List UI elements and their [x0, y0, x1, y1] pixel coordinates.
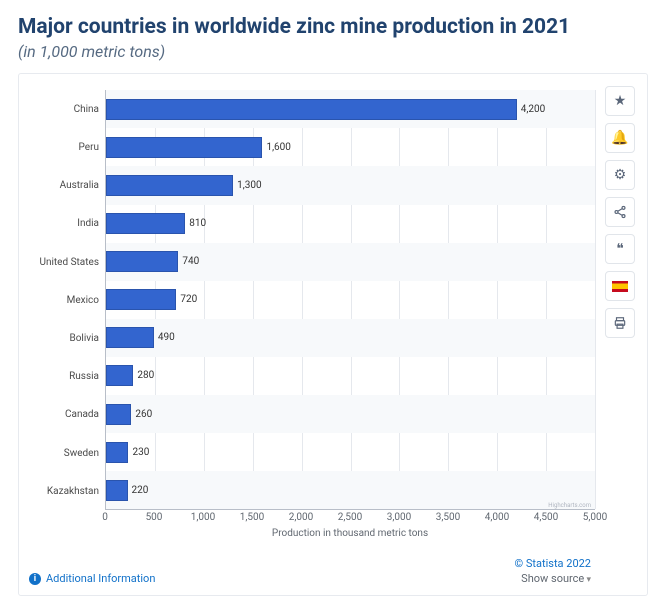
bar-value-label: 230 — [132, 447, 149, 458]
bar-value-label: 1,600 — [266, 142, 290, 153]
y-tick-label: Russia — [25, 358, 105, 396]
highcharts-credit: Highcharts.com — [548, 502, 591, 509]
x-tick-label: 5,000 — [583, 512, 607, 523]
bar-value-label: 720 — [180, 294, 197, 305]
x-tick-label: 4,000 — [485, 512, 509, 523]
y-tick-label: Sweden — [25, 434, 105, 472]
bar-row: 260 — [106, 395, 595, 433]
bar-row: 220 — [106, 471, 595, 509]
favorite-icon[interactable]: ★ — [605, 86, 635, 116]
credit-block: © Statista 2022 Show source — [515, 557, 591, 585]
bar[interactable] — [106, 327, 154, 348]
bar-value-label: 1,300 — [237, 180, 261, 191]
bar[interactable] — [106, 213, 185, 234]
bar-row: 1,600 — [106, 128, 595, 166]
bar[interactable] — [106, 442, 128, 463]
additional-info-label: Additional Information — [46, 572, 155, 585]
x-axis-label: Production in thousand metric tons — [105, 528, 595, 539]
y-tick-label: Canada — [25, 396, 105, 434]
x-tick-label: 500 — [146, 512, 163, 523]
x-tick-label: 2,000 — [289, 512, 313, 523]
y-tick-label: Bolivia — [25, 319, 105, 357]
x-tick-label: 1,500 — [240, 512, 264, 523]
x-tick-label: 1,000 — [191, 512, 215, 523]
y-tick-label: Australia — [25, 167, 105, 205]
y-tick-label: China — [25, 90, 105, 128]
bar[interactable] — [106, 251, 178, 272]
bar[interactable] — [106, 404, 131, 425]
chart-card: ChinaPeruAustraliaIndiaUnited StatesMexi… — [18, 73, 648, 596]
bar[interactable] — [106, 289, 176, 310]
y-tick-label: Peru — [25, 128, 105, 166]
bar[interactable] — [106, 175, 233, 196]
cite-icon[interactable]: ❝ — [605, 234, 635, 264]
bar-value-label: 810 — [189, 218, 206, 229]
plot-region: 4,2001,6001,300810740720490280260230220 … — [105, 90, 595, 510]
x-tick-label: 0 — [102, 512, 108, 523]
y-axis-labels: ChinaPeruAustraliaIndiaUnited StatesMexi… — [25, 90, 105, 510]
bar-value-label: 490 — [158, 332, 175, 343]
bar-value-label: 4,200 — [521, 104, 545, 115]
bar[interactable] — [106, 99, 517, 120]
notify-icon[interactable]: 🔔 — [605, 123, 635, 153]
bar-row: 230 — [106, 433, 595, 471]
bar[interactable] — [106, 365, 133, 386]
bar-row: 740 — [106, 243, 595, 281]
bar-value-label: 220 — [132, 485, 149, 496]
bar-row: 280 — [106, 357, 595, 395]
info-icon: i — [29, 573, 41, 585]
y-tick-label: Kazakhstan — [25, 472, 105, 510]
bar-value-label: 280 — [137, 370, 154, 381]
x-axis: 0 500 1,000 1,500 2,000 2,500 3,000 3,500 4,000 4… — [105, 510, 595, 524]
bars-layer: 4,200 1,600 1,300 810 740 720 490 280 260 230 220 — [106, 90, 595, 509]
additional-info-link[interactable]: i Additional Information — [29, 572, 155, 585]
chart-subtitle: (in 1,000 metric tons) — [18, 42, 648, 61]
settings-icon[interactable]: ⚙ — [605, 160, 635, 190]
share-icon[interactable] — [605, 197, 635, 227]
y-tick-label: United States — [25, 243, 105, 281]
x-tick-label: 2,500 — [338, 512, 362, 523]
y-tick-label: India — [25, 205, 105, 243]
bar-row: 720 — [106, 281, 595, 319]
bar-value-label: 260 — [135, 409, 152, 420]
chart-title: Major countries in worldwide zinc mine p… — [18, 14, 648, 40]
page: Major countries in worldwide zinc mine p… — [0, 0, 666, 606]
bar[interactable] — [106, 137, 262, 158]
show-source-link[interactable]: Show source — [521, 572, 591, 585]
side-toolbar: ★ 🔔 ⚙ ❝ — [601, 74, 643, 595]
y-tick-label: Mexico — [25, 281, 105, 319]
bar-row: 4,200 — [106, 90, 595, 128]
x-tick-label: 3,500 — [436, 512, 460, 523]
bar-row: 1,300 — [106, 166, 595, 204]
bar-row: 810 — [106, 205, 595, 243]
copyright-text: © Statista 2022 — [515, 557, 591, 570]
language-icon[interactable] — [605, 271, 635, 301]
chart-area: ChinaPeruAustraliaIndiaUnited StatesMexi… — [19, 74, 601, 595]
x-tick-label: 4,500 — [534, 512, 558, 523]
bar-value-label: 740 — [182, 256, 199, 267]
chart-footer: i Additional Information © Statista 2022… — [29, 557, 591, 585]
x-tick-label: 3,000 — [387, 512, 411, 523]
bar-row: 490 — [106, 319, 595, 357]
bar[interactable] — [106, 480, 128, 501]
print-icon[interactable] — [605, 308, 635, 338]
